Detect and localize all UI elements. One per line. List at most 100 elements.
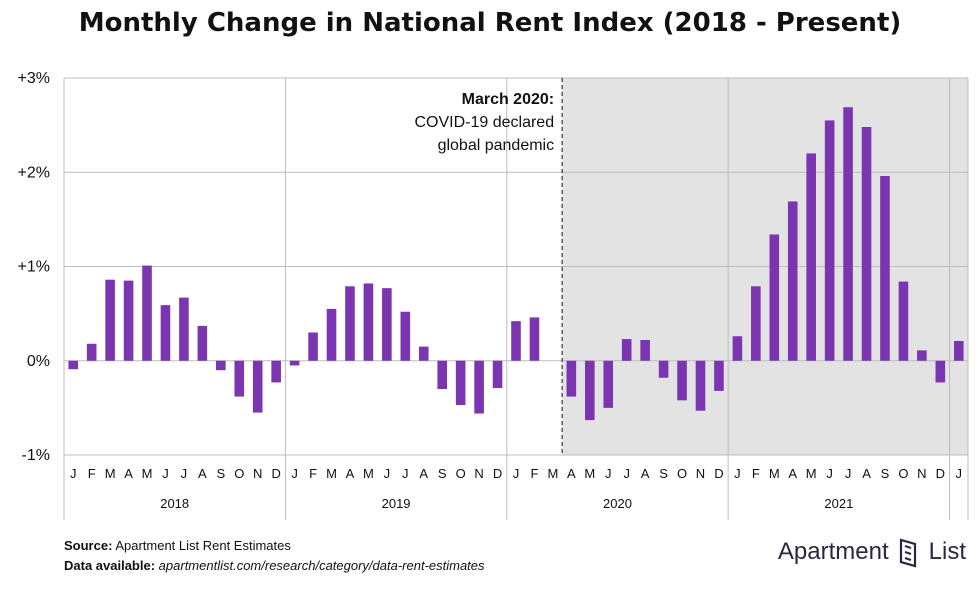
bar — [68, 360, 79, 370]
month-label: S — [881, 466, 890, 481]
month-label: D — [493, 466, 502, 481]
month-label: S — [438, 466, 447, 481]
annotation-line-1: COVID-19 declared — [414, 114, 554, 131]
bar — [160, 305, 171, 361]
bar — [584, 360, 595, 421]
bar — [898, 281, 909, 361]
month-label: O — [898, 466, 908, 481]
month-label: D — [714, 466, 723, 481]
bar — [732, 336, 743, 361]
bar — [437, 360, 448, 390]
bar — [566, 360, 577, 397]
y-tick-label: +3% — [18, 70, 50, 87]
bar — [142, 265, 152, 361]
bar — [640, 340, 650, 361]
month-label: N — [696, 466, 705, 481]
month-label: J — [384, 466, 391, 481]
month-label: A — [862, 466, 871, 481]
bar — [271, 360, 281, 383]
month-label: A — [198, 466, 207, 481]
bar — [345, 286, 355, 361]
month-label: J — [956, 466, 963, 481]
year-label: 2020 — [603, 496, 632, 511]
bar — [455, 360, 466, 406]
month-label: D — [271, 466, 280, 481]
month-label: M — [363, 466, 374, 481]
bar — [308, 332, 318, 361]
chart-title: Monthly Change in National Rent Index (2… — [78, 8, 902, 38]
month-label: M — [142, 466, 153, 481]
month-label: A — [567, 466, 576, 481]
month-label: O — [234, 466, 244, 481]
data-available-url[interactable]: apartmentlist.com/research/category/data… — [158, 558, 485, 573]
month-label: J — [734, 466, 741, 481]
month-label: J — [402, 466, 409, 481]
bar — [714, 360, 724, 391]
bar — [824, 120, 835, 361]
bar — [621, 339, 632, 361]
bar — [861, 127, 872, 361]
bar — [769, 234, 780, 361]
month-label: O — [456, 466, 466, 481]
bar — [787, 201, 798, 361]
month-label: O — [677, 466, 687, 481]
brand-logo: Apartment List — [778, 536, 966, 568]
bar — [105, 279, 115, 361]
month-label: J — [826, 466, 833, 481]
year-label: 2018 — [160, 496, 189, 511]
month-label: N — [474, 466, 483, 481]
month-label: J — [605, 466, 612, 481]
bar — [529, 317, 540, 361]
source-label: Source: — [64, 538, 113, 553]
month-label: J — [181, 466, 188, 481]
month-label: A — [419, 466, 428, 481]
month-label: F — [530, 466, 538, 481]
bar — [695, 360, 706, 411]
y-tick-label: 0% — [27, 353, 50, 370]
apartment-list-logo-icon — [899, 538, 916, 568]
y-tick-label: +1% — [18, 259, 50, 276]
bar — [400, 311, 411, 361]
annotation-heading: March 2020: — [462, 91, 555, 108]
month-label: F — [309, 466, 317, 481]
month-label: N — [917, 466, 926, 481]
bar — [179, 297, 189, 361]
bar — [252, 360, 263, 413]
month-label: A — [788, 466, 797, 481]
month-label: M — [769, 466, 780, 481]
bar — [474, 360, 484, 414]
bar — [953, 340, 964, 361]
month-label: M — [584, 466, 595, 481]
bar — [123, 280, 134, 361]
month-label: J — [291, 466, 298, 481]
bar — [216, 360, 226, 371]
bar — [86, 343, 97, 361]
bar — [843, 107, 853, 361]
bar — [382, 288, 392, 361]
data-available-label: Data available: — [64, 558, 156, 573]
month-label: J — [513, 466, 520, 481]
bar — [511, 321, 521, 361]
month-label: M — [105, 466, 116, 481]
month-label: F — [752, 466, 760, 481]
month-label: S — [216, 466, 225, 481]
month-label: J — [70, 466, 77, 481]
brand-name-1: Apartment — [777, 538, 889, 565]
source-note: Source: Apartment List Rent Estimates — [64, 538, 291, 553]
bar — [197, 325, 208, 361]
brand-name-2: List — [928, 538, 966, 565]
month-label: J — [162, 466, 169, 481]
month-label: A — [641, 466, 650, 481]
month-label: S — [659, 466, 668, 481]
bar — [677, 360, 687, 401]
bar — [363, 283, 374, 361]
source-text: Apartment List Rent Estimates — [115, 538, 291, 553]
bar — [326, 308, 337, 361]
month-label: A — [124, 466, 133, 481]
bar — [492, 360, 503, 389]
month-label: D — [936, 466, 945, 481]
data-available-note: Data available: apartmentlist.com/resear… — [64, 558, 485, 573]
bar — [234, 360, 245, 397]
annotation-line-2: global pandemic — [438, 137, 555, 154]
bar — [917, 350, 927, 361]
